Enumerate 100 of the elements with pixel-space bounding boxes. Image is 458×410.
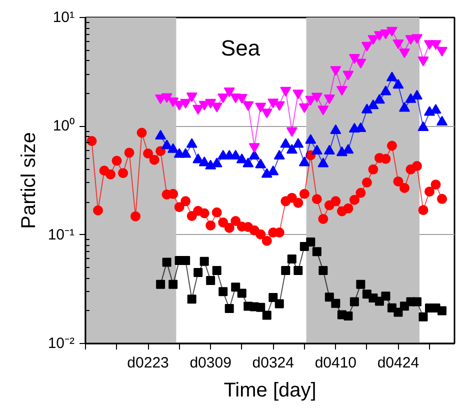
point xyxy=(318,266,328,275)
point xyxy=(212,207,222,218)
point xyxy=(412,161,422,171)
point xyxy=(398,48,410,58)
point xyxy=(86,136,97,146)
point xyxy=(130,211,141,222)
point xyxy=(336,86,348,96)
y-tick-label: 10¹ xyxy=(52,9,75,26)
point xyxy=(298,103,310,113)
point xyxy=(324,292,334,302)
point xyxy=(194,268,203,278)
point xyxy=(262,310,272,320)
point xyxy=(312,247,322,256)
point xyxy=(161,93,172,103)
point xyxy=(112,156,122,166)
point xyxy=(218,217,228,228)
x-axis-title: Time [day] xyxy=(224,380,316,402)
point xyxy=(230,216,241,226)
point xyxy=(293,198,304,208)
x-tick-label: d0410 xyxy=(314,354,357,372)
y-tick-label: 10⁰ xyxy=(52,118,75,135)
point xyxy=(174,202,184,212)
point xyxy=(312,194,322,204)
x-tick-label: d0223 xyxy=(127,354,169,372)
point xyxy=(124,148,134,158)
point xyxy=(356,280,366,289)
point xyxy=(242,101,254,111)
point xyxy=(206,276,216,285)
point xyxy=(186,92,198,102)
point xyxy=(430,40,442,50)
point xyxy=(93,205,104,216)
point xyxy=(356,188,366,198)
point xyxy=(205,98,216,109)
point xyxy=(294,266,303,275)
x-tick-label: d0324 xyxy=(252,354,294,372)
x-tick-label: d0424 xyxy=(377,354,420,372)
point xyxy=(261,108,272,118)
point xyxy=(180,98,192,109)
point xyxy=(199,208,210,218)
point xyxy=(330,66,342,76)
point xyxy=(212,266,222,275)
point xyxy=(381,292,390,301)
point xyxy=(224,222,234,233)
point xyxy=(136,128,147,138)
point xyxy=(392,39,404,50)
point xyxy=(280,86,292,97)
point xyxy=(156,280,166,289)
point xyxy=(368,35,379,45)
y-tick-label: 10⁻² xyxy=(48,335,75,352)
point xyxy=(318,214,328,224)
point xyxy=(350,297,359,306)
point xyxy=(330,196,341,206)
y-axis-title: Particl size xyxy=(18,132,40,229)
point xyxy=(399,182,410,193)
point xyxy=(348,54,360,64)
point xyxy=(149,154,160,165)
point xyxy=(106,169,116,180)
point xyxy=(281,266,290,275)
point xyxy=(412,297,422,306)
point xyxy=(187,294,196,304)
point xyxy=(361,42,372,52)
point xyxy=(418,312,428,322)
point xyxy=(362,178,372,188)
point xyxy=(168,97,179,108)
point xyxy=(192,104,204,115)
point xyxy=(180,196,191,206)
point xyxy=(311,92,322,102)
point xyxy=(224,88,235,98)
point xyxy=(274,299,284,308)
point xyxy=(168,188,178,199)
point xyxy=(386,140,397,151)
point xyxy=(156,146,166,156)
point xyxy=(299,188,310,199)
point xyxy=(418,205,428,216)
point xyxy=(342,70,354,80)
point xyxy=(436,46,448,56)
y-tick-label: 10⁻¹ xyxy=(48,226,75,244)
point xyxy=(162,258,172,267)
point xyxy=(237,288,246,298)
point xyxy=(344,312,353,321)
point xyxy=(268,293,278,302)
point xyxy=(430,180,441,190)
point xyxy=(218,93,229,104)
point xyxy=(349,194,360,205)
point xyxy=(200,256,209,266)
point xyxy=(368,164,378,174)
point xyxy=(306,237,316,246)
point xyxy=(411,34,422,44)
point xyxy=(380,154,391,164)
point xyxy=(186,211,197,222)
text: Sea xyxy=(220,36,261,60)
point xyxy=(256,229,266,240)
point xyxy=(343,203,354,214)
point xyxy=(248,143,260,153)
point xyxy=(255,102,266,112)
x-tick-label: d0309 xyxy=(190,354,232,372)
point xyxy=(287,254,296,264)
point xyxy=(331,298,340,308)
point xyxy=(436,194,447,204)
point xyxy=(211,102,222,112)
